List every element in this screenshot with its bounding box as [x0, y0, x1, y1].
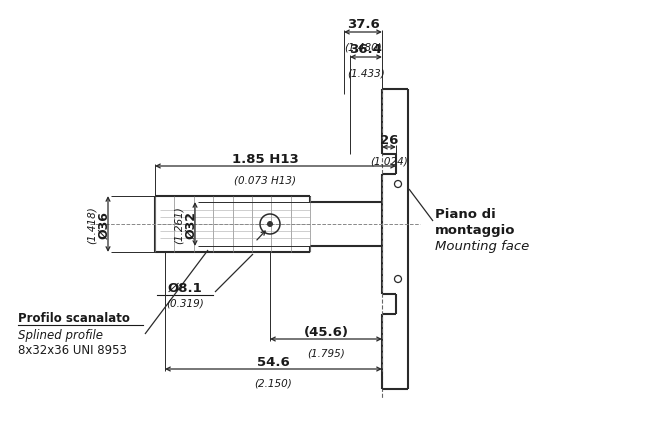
- Text: Splined profile: Splined profile: [18, 328, 103, 341]
- Text: Ø36: Ø36: [98, 210, 111, 238]
- Text: 36.4: 36.4: [350, 43, 382, 56]
- Text: (45.6): (45.6): [304, 325, 348, 338]
- Text: 8x32x36 UNI 8953: 8x32x36 UNI 8953: [18, 343, 127, 356]
- Text: 37.6: 37.6: [346, 18, 380, 31]
- Text: (1.261): (1.261): [174, 206, 184, 243]
- Text: Ø32: Ø32: [185, 210, 198, 238]
- Text: 1.85 H13: 1.85 H13: [232, 153, 299, 166]
- Text: montaggio: montaggio: [435, 224, 515, 237]
- Text: (1.418): (1.418): [87, 206, 97, 243]
- Circle shape: [267, 221, 273, 227]
- Text: Mounting face: Mounting face: [435, 240, 529, 253]
- Text: Ø8.1: Ø8.1: [168, 281, 202, 294]
- Text: (1.024): (1.024): [370, 157, 408, 167]
- Text: (1.433): (1.433): [347, 68, 385, 78]
- Text: (1.480): (1.480): [344, 43, 382, 53]
- Text: Profilo scanalato: Profilo scanalato: [18, 311, 130, 324]
- Text: (0.319): (0.319): [166, 298, 204, 308]
- Text: Piano di: Piano di: [435, 207, 496, 220]
- Text: (2.150): (2.150): [255, 378, 292, 388]
- Text: 54.6: 54.6: [257, 355, 290, 368]
- Text: 26: 26: [380, 134, 398, 147]
- Text: (1.795): (1.795): [307, 348, 345, 358]
- Text: (0.073 H13): (0.073 H13): [235, 176, 296, 186]
